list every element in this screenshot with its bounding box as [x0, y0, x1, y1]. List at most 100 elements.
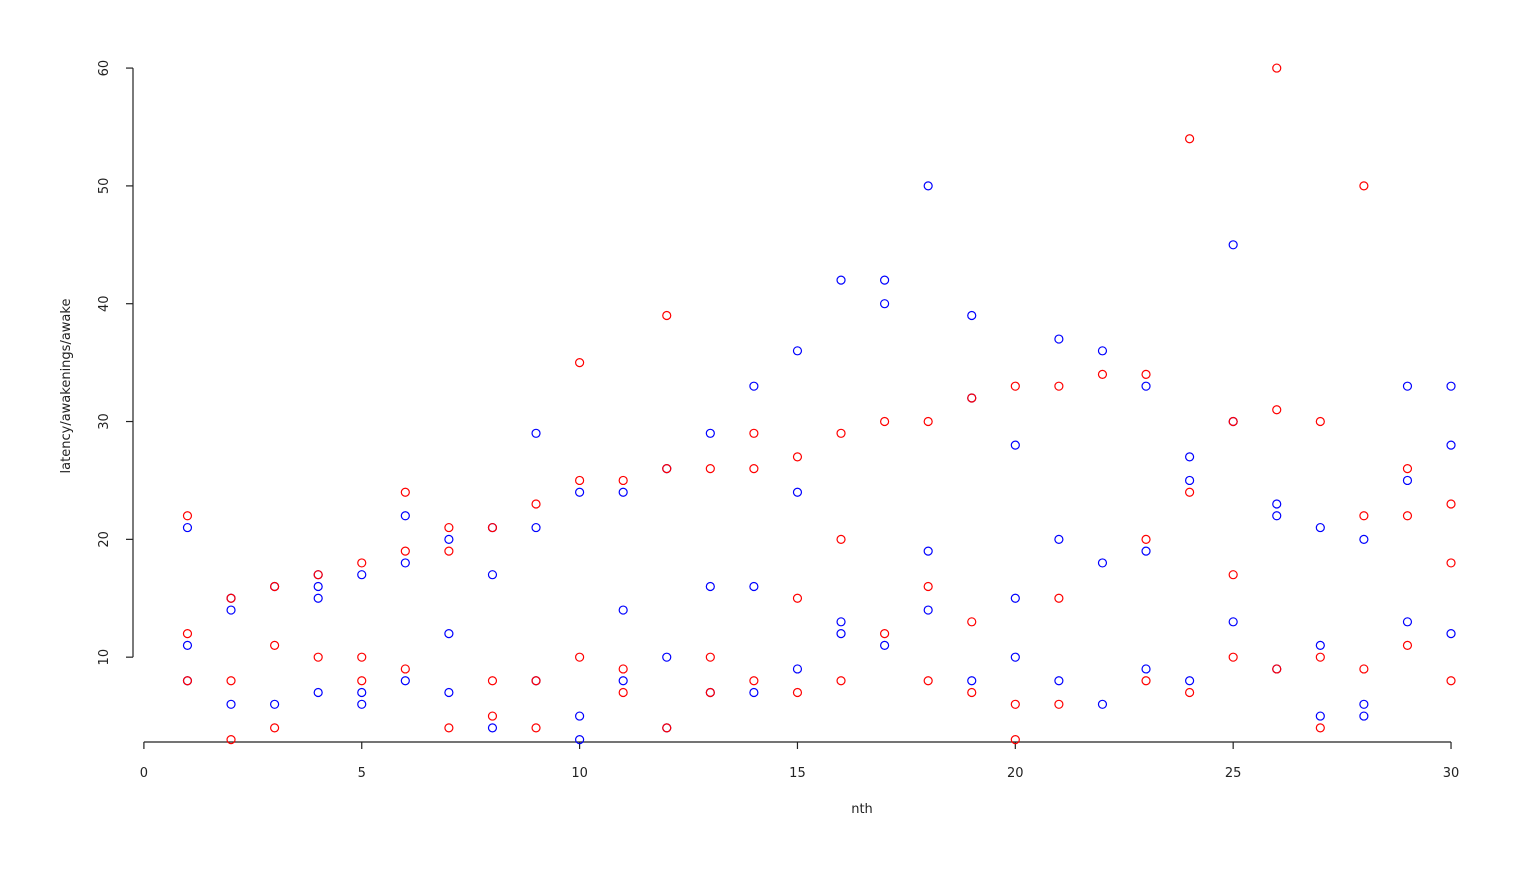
point: [1141, 381, 1151, 391]
point: [531, 499, 541, 509]
point: [705, 428, 715, 438]
point: [880, 275, 890, 285]
point: [444, 629, 454, 639]
x-tick-label: 25: [1225, 766, 1242, 781]
point: [1359, 664, 1369, 674]
point: [618, 687, 628, 698]
point: [487, 676, 498, 686]
point: [1054, 676, 1064, 686]
point: [1185, 452, 1195, 462]
point: [880, 629, 890, 639]
point: [182, 629, 193, 639]
point: [662, 464, 672, 474]
point: [182, 640, 193, 650]
point: [575, 711, 585, 721]
point: [1097, 346, 1108, 356]
point: [1054, 699, 1064, 709]
point: [1185, 487, 1195, 497]
point: [705, 464, 715, 474]
point: [1272, 499, 1282, 509]
point: [1446, 558, 1456, 568]
point: [749, 464, 759, 474]
point: [1315, 711, 1325, 721]
x-tick-label: 15: [789, 766, 806, 781]
point: [1402, 640, 1413, 650]
point: [1446, 629, 1456, 639]
point: [575, 358, 585, 368]
point: [531, 522, 541, 533]
point: [1141, 546, 1151, 556]
point: [357, 699, 367, 709]
point: [1228, 652, 1238, 662]
point: [1359, 699, 1369, 709]
point: [182, 676, 193, 686]
point: [1054, 534, 1064, 544]
point: [226, 605, 236, 615]
point: [400, 664, 410, 674]
point: [836, 275, 846, 285]
point: [400, 487, 410, 497]
point: [836, 428, 846, 438]
point: [792, 593, 803, 603]
point: [1141, 534, 1151, 544]
point: [792, 346, 803, 356]
point: [1228, 240, 1238, 250]
point: [1446, 676, 1456, 686]
point: [444, 687, 454, 698]
point: [1010, 381, 1020, 391]
point: [487, 711, 498, 721]
point: [270, 723, 280, 733]
point: [1141, 676, 1151, 686]
point: [1097, 369, 1108, 380]
point: [749, 581, 759, 592]
point: [1402, 381, 1413, 391]
point: [575, 735, 585, 745]
point: [1359, 534, 1369, 544]
point: [836, 629, 846, 639]
point: [1141, 664, 1151, 674]
point: [1054, 381, 1064, 391]
point: [967, 617, 977, 627]
point: [1315, 652, 1325, 662]
point: [1402, 617, 1413, 627]
point: [313, 581, 323, 592]
point: [618, 676, 628, 686]
y-tick-label: 40: [97, 295, 112, 312]
point: [618, 605, 628, 615]
point: [880, 640, 890, 650]
point: [705, 687, 715, 698]
point: [575, 652, 585, 662]
point: [1185, 475, 1195, 486]
point: [1054, 334, 1064, 344]
point: [705, 581, 715, 592]
point: [226, 735, 236, 745]
point: [836, 676, 846, 686]
x-tick-label: 10: [571, 766, 588, 781]
point: [923, 605, 933, 615]
point: [1446, 381, 1456, 391]
point: [313, 687, 323, 698]
x-tick-label: 0: [140, 766, 148, 781]
point: [575, 487, 585, 497]
x-tick-label: 5: [358, 766, 366, 781]
point: [1054, 593, 1064, 603]
point: [662, 310, 672, 321]
x-axis-label: nth: [851, 802, 873, 817]
point: [792, 487, 803, 497]
point: [226, 676, 236, 686]
point: [749, 676, 759, 686]
point: [487, 723, 498, 733]
y-tick-label: 50: [97, 178, 112, 195]
point: [313, 570, 323, 580]
x-tick-label: 20: [1007, 766, 1024, 781]
point: [400, 676, 410, 686]
point: [531, 428, 541, 438]
point: [487, 522, 498, 533]
point: [749, 381, 759, 391]
point: [357, 687, 367, 698]
point: [1097, 699, 1108, 709]
point: [226, 593, 236, 603]
point: [1315, 522, 1325, 533]
y-tick-label: 10: [97, 649, 112, 666]
